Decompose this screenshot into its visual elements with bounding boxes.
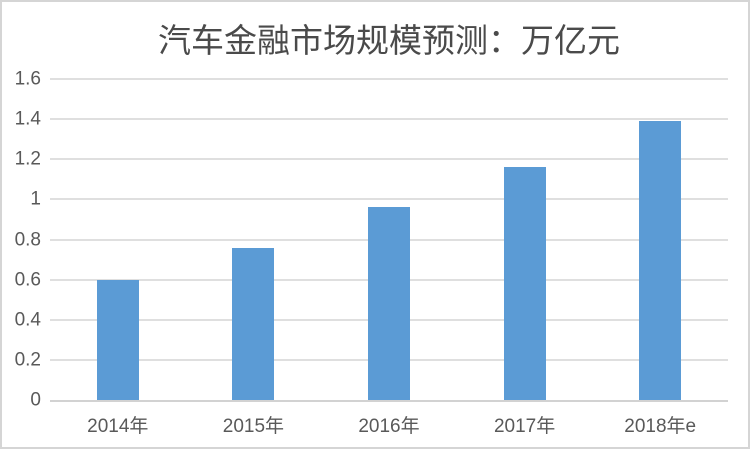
bar-slot	[321, 79, 457, 400]
bar-2018年e	[639, 121, 682, 400]
gridline	[50, 158, 728, 161]
chart-title: 汽车金融市场规模预测：万亿元	[158, 24, 620, 60]
bar-2017年	[503, 167, 546, 400]
x-axis-tick-label: 2015年	[222, 416, 285, 437]
bar-2014年	[96, 279, 139, 400]
x-axis-labels: 2014年 2015年 2016年 2017年 2018年e	[50, 411, 728, 438]
y-axis-tick-label: 0.8	[14, 229, 41, 250]
x-axis-tick-label: 2018年e	[624, 416, 697, 437]
bar-slot	[592, 79, 728, 400]
gridline	[50, 118, 728, 121]
bars-container	[50, 79, 728, 400]
y-axis-tick-label: 0.2	[14, 349, 41, 371]
y-axis-tick-label: 0	[30, 389, 41, 411]
x-axis-tick-label: 2014年	[87, 416, 149, 437]
bar-slot	[50, 79, 186, 400]
plot-area	[50, 78, 728, 402]
bar-2016年	[367, 207, 410, 400]
y-axis-labels: 0 0.2 0.4 0.6 0.8 1 1.2 1.4 1.6	[0, 70, 41, 410]
x-axis-tick-label: 2016年	[358, 416, 420, 437]
gridline	[50, 198, 728, 201]
bar-slot	[186, 79, 322, 400]
y-axis-tick-label: 1	[30, 188, 41, 210]
bar-2015年	[232, 247, 275, 400]
y-axis-tick-label: 1.4	[14, 108, 41, 130]
y-axis-tick-label: 0.6	[14, 269, 41, 291]
y-axis-tick-label: 1.6	[14, 68, 41, 90]
y-axis-tick-label: 0.4	[14, 309, 41, 331]
x-axis-tick-label: 2017年	[493, 416, 556, 437]
bar-slot	[457, 79, 593, 400]
gridline	[50, 78, 728, 80]
y-axis-tick-label: 1.2	[14, 148, 41, 170]
